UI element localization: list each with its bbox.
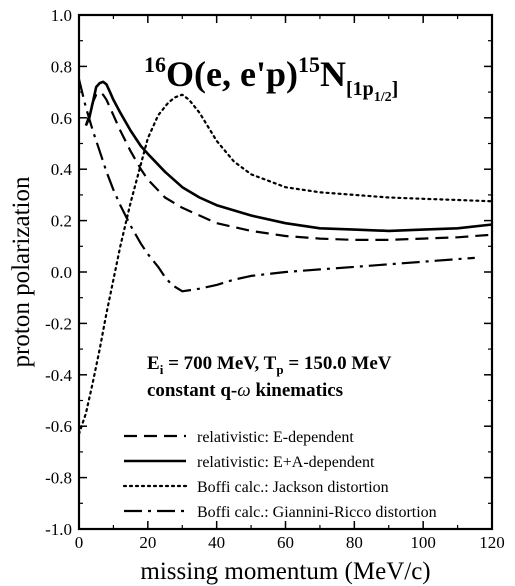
y-tick-label: 0.6: [51, 109, 72, 128]
y-tick-label: -0.8: [45, 469, 72, 488]
title-state-sub: 1/2: [374, 90, 392, 105]
title-reaction: O(e, e'p): [166, 54, 298, 94]
x-tick-label: 60: [277, 533, 294, 552]
x-tick-label: 120: [479, 533, 505, 552]
title-residual-mass: 15: [298, 52, 320, 77]
series-layer: [77, 79, 494, 435]
y-tick-label: -1.0: [45, 520, 72, 539]
beam-energy-symbol: E: [147, 353, 160, 374]
title-mass-number: 16: [144, 52, 166, 77]
y-tick-label: -0.4: [45, 366, 72, 385]
y-tick-label: -0.2: [45, 314, 72, 333]
x-tick-label: 80: [346, 533, 363, 552]
y-axis-title: proton polarization: [8, 176, 35, 367]
beam-energy-value: = 700 MeV, T: [163, 353, 276, 374]
y-tick-label: 0.2: [51, 212, 72, 231]
title-state-open: [1p: [346, 78, 374, 100]
y-tick-label: 0.4: [51, 160, 73, 179]
legend-label: Boffi calc.: Giannini-Ricco distortion: [197, 504, 437, 521]
x-axis-title: missing momentum (MeV/c): [140, 558, 430, 585]
kinematics-line-1: Ei = 700 MeV, Tp = 150.0 MeV: [147, 353, 392, 377]
title-residual: N: [320, 54, 346, 94]
x-axis-ticks: 0 20 40 60 80 100 120: [75, 15, 505, 552]
proton-energy-sub: p: [276, 362, 283, 377]
y-tick-label: 0.8: [51, 57, 72, 76]
beam-energy-sub: i: [160, 362, 164, 377]
legend-label: relativistic: E-dependent: [197, 429, 354, 446]
legend-label: relativistic: E+A-dependent: [197, 454, 375, 471]
chart-title: 16O(e, e'p)15N[1p1/2]: [144, 52, 398, 105]
kinematics-line-2: constant q-ω kinematics: [147, 380, 343, 401]
x-tick-label: 40: [208, 533, 225, 552]
omega-symbol: ω: [237, 380, 250, 401]
y-tick-label: 0.0: [51, 263, 72, 282]
kinematics-rest: kinematics: [251, 380, 343, 401]
series-line-1: [84, 91, 493, 241]
x-tick-label: 20: [139, 533, 156, 552]
y-tick-label: 1.0: [51, 6, 72, 25]
kinematics-text: constant q-: [147, 380, 237, 401]
y-axis-ticks: 1.0 0.8 0.6 0.4 0.2 0.0 -0.2 -0.4 -0.6 -0.8 -1.0: [45, 6, 492, 539]
legend: relativistic: E-dependent relativistic: E…: [122, 429, 437, 521]
proton-energy-value: = 150.0 MeV: [284, 353, 392, 374]
x-tick-label: 0: [75, 533, 84, 552]
y-tick-label: -0.6: [45, 417, 72, 436]
x-tick-label: 100: [410, 533, 436, 552]
title-state-close: ]: [392, 78, 399, 100]
legend-label: Boffi calc.: Jackson distortion: [197, 479, 389, 496]
series-line-4: [77, 79, 475, 293]
series-line-2: [84, 80, 493, 233]
